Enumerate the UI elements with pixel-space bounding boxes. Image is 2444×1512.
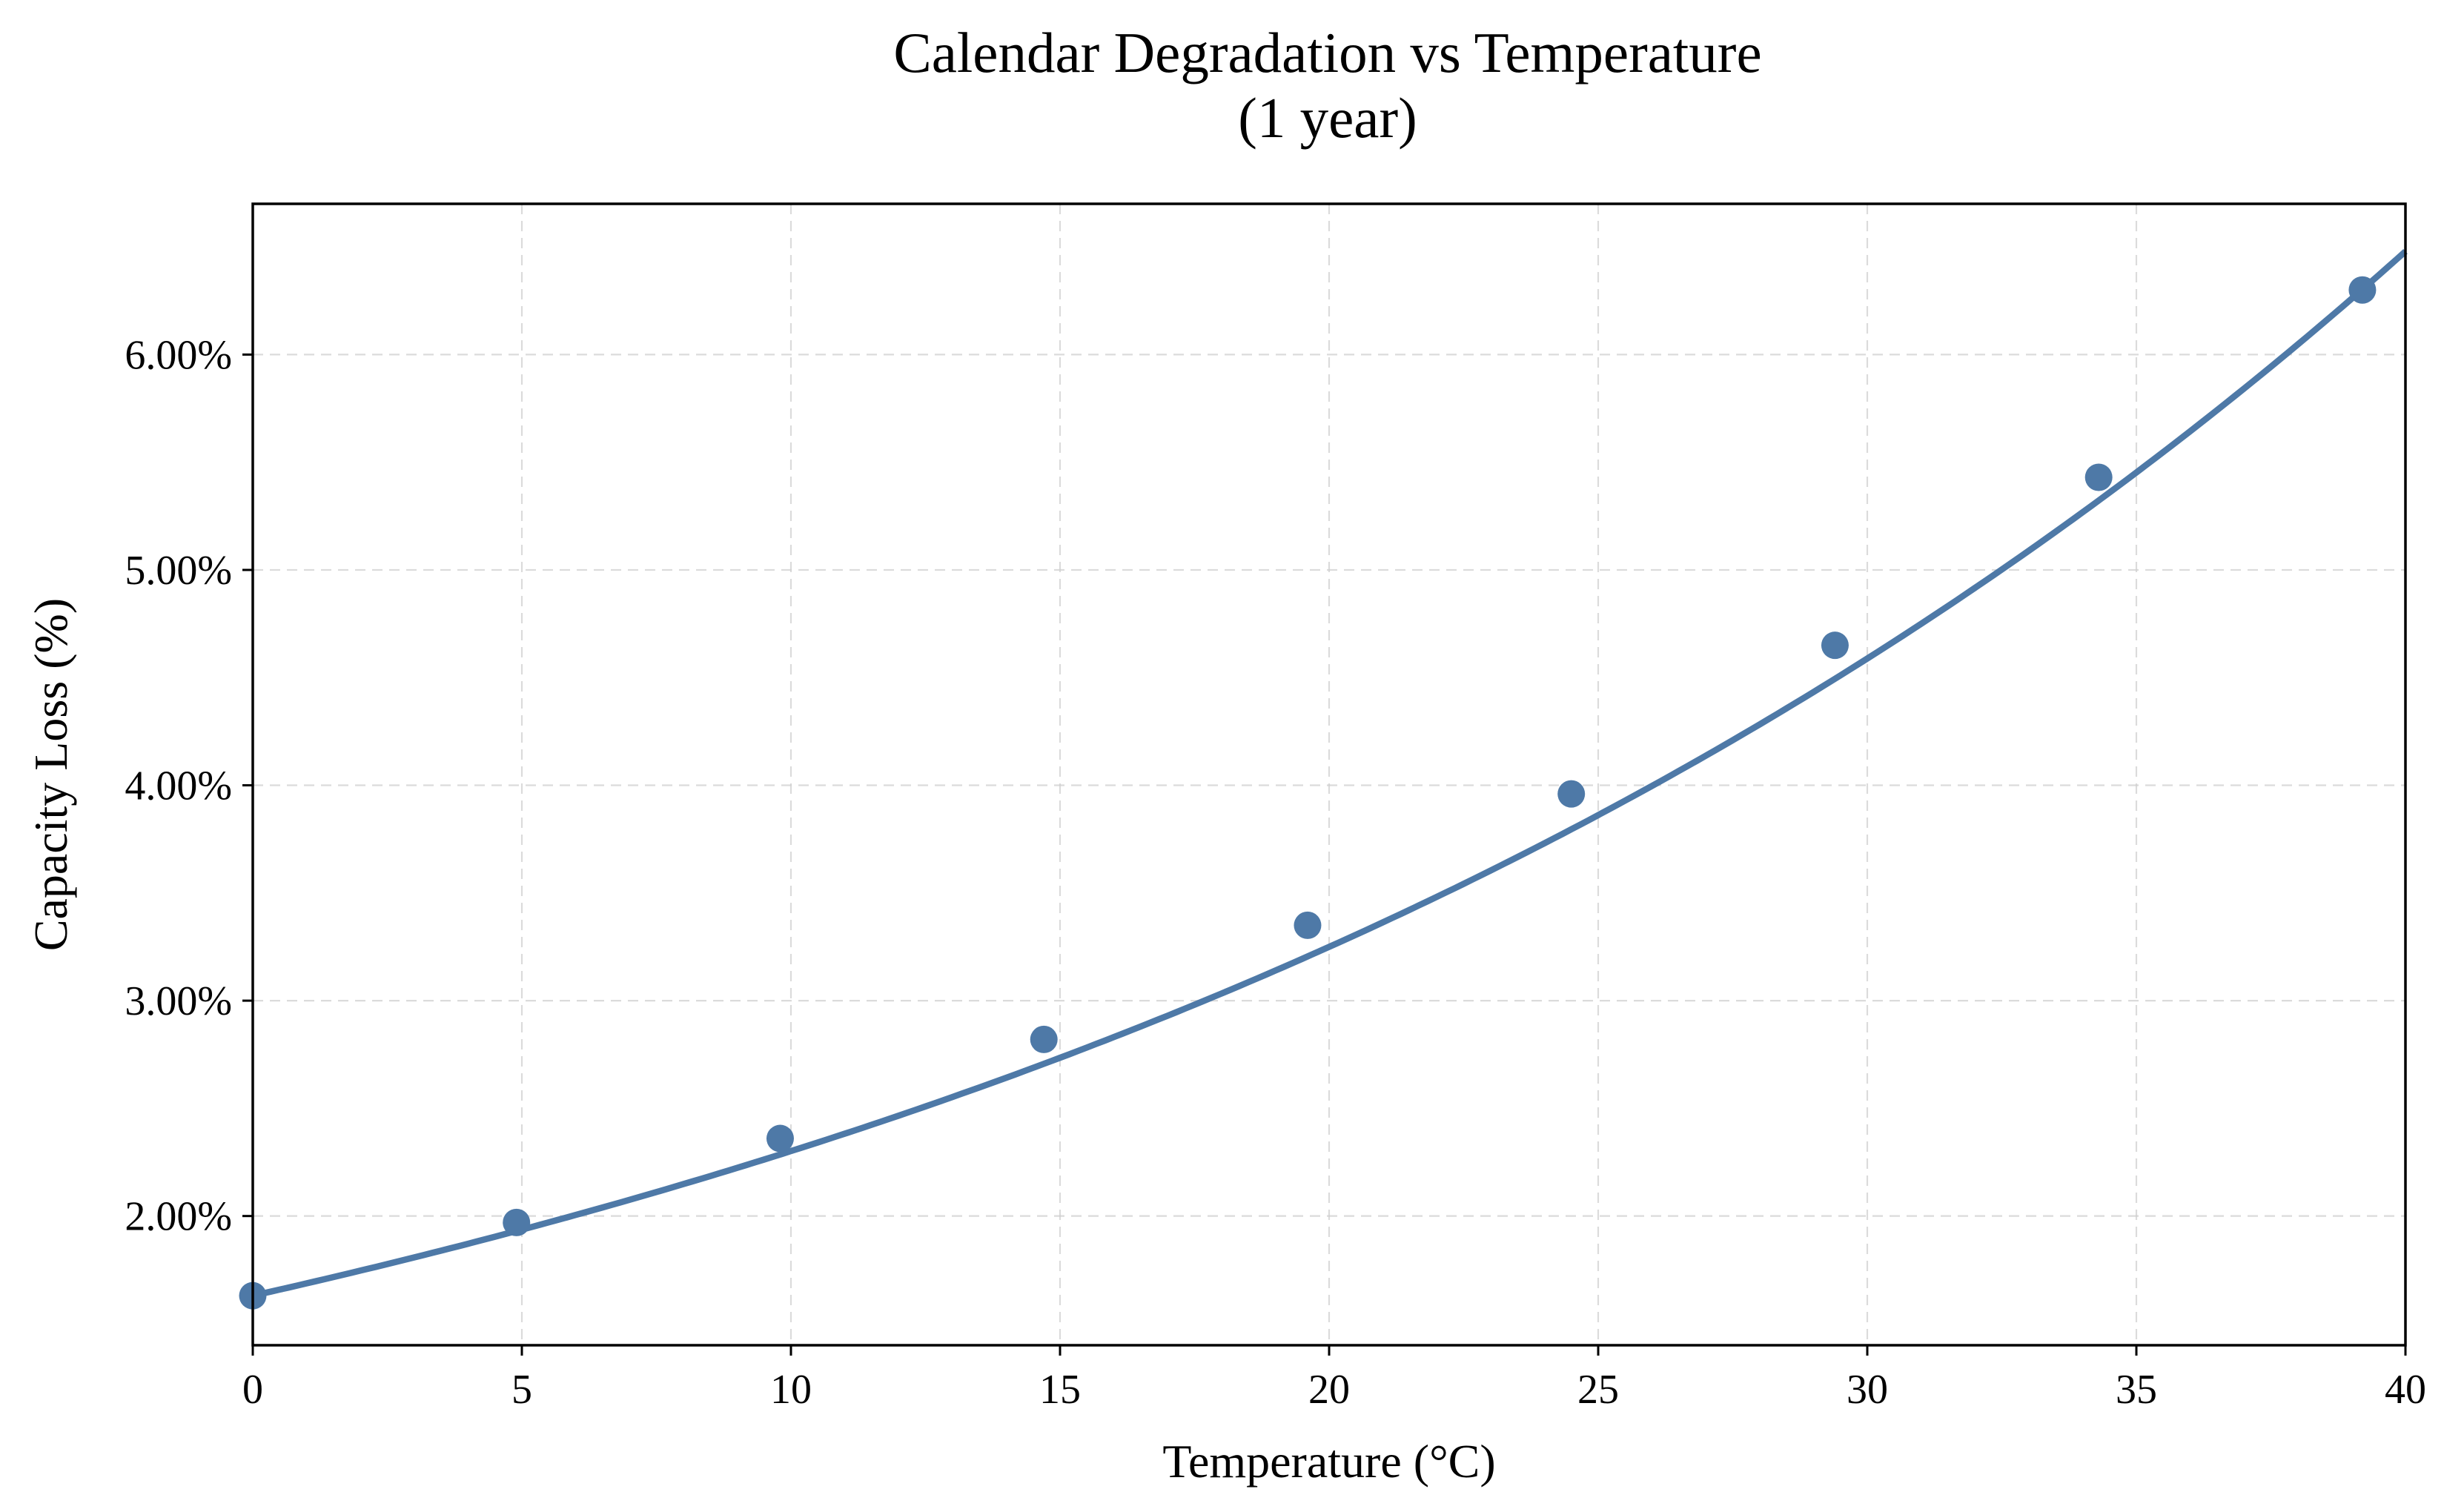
x-tick-label: 15 (1039, 1367, 1081, 1413)
series-line (252, 249, 2408, 1299)
y-tick-label: 2.00% (125, 1194, 232, 1240)
plot-frame (251, 202, 2407, 1347)
y-tick-label: 3.00% (125, 978, 232, 1024)
ticks-layer: 0 5 10 15 20 25 30 35 40 2.00% 3.00% 4.00% 5.00% 6.00… (125, 332, 2426, 1413)
x-axis-label: Temperature (°C) (1162, 1435, 1495, 1488)
grid (251, 204, 2407, 1345)
data-point (503, 1208, 531, 1236)
data-point (1821, 631, 1849, 660)
data-point (1030, 1025, 1058, 1053)
x-tick-label: 5 (511, 1367, 532, 1413)
data-point (1294, 911, 1322, 939)
y-tick-label: 5.00% (125, 548, 232, 594)
data-point (1557, 780, 1586, 808)
chart-subtitle: (1 year) (1238, 86, 1417, 150)
x-tick-label: 20 (1308, 1367, 1350, 1413)
data-point (2084, 463, 2113, 491)
data-point (766, 1124, 794, 1153)
y-axis-label: Capacity Loss (%) (24, 598, 77, 951)
x-tick-label: 40 (2385, 1367, 2426, 1413)
x-tick-label: 30 (1847, 1367, 1888, 1413)
chart-title: Calendar Degradation vs Temperature (893, 21, 1761, 84)
x-tick-label: 10 (770, 1367, 812, 1413)
y-tick-label: 6.00% (125, 332, 232, 378)
series-layer (239, 249, 2408, 1310)
y-tick-label: 4.00% (125, 763, 232, 809)
data-point (2348, 276, 2377, 304)
x-tick-label: 35 (2116, 1367, 2157, 1413)
x-tick-label: 0 (242, 1367, 263, 1413)
x-tick-label: 25 (1577, 1367, 1619, 1413)
